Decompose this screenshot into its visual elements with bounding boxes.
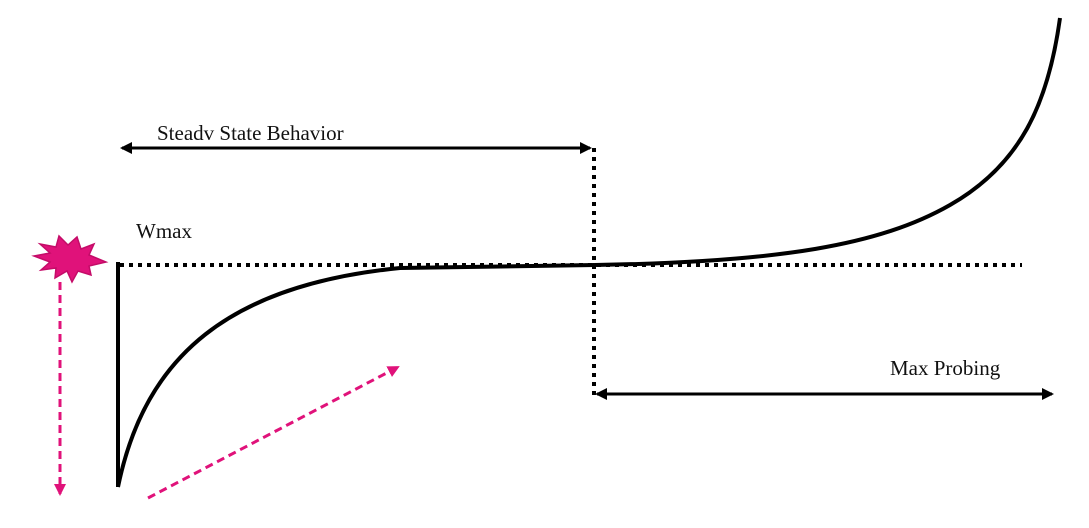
steady-state-label: Steadv State Behavior bbox=[157, 121, 344, 145]
concave-growth-curve bbox=[116, 263, 596, 488]
wmax-label: Wmax bbox=[136, 219, 192, 243]
loss-starburst-icon bbox=[31, 234, 109, 284]
convex-probing-curve bbox=[594, 17, 1062, 267]
max-probing-label: Max Probing bbox=[890, 356, 1001, 380]
pink-growth-arrow bbox=[147, 365, 400, 500]
